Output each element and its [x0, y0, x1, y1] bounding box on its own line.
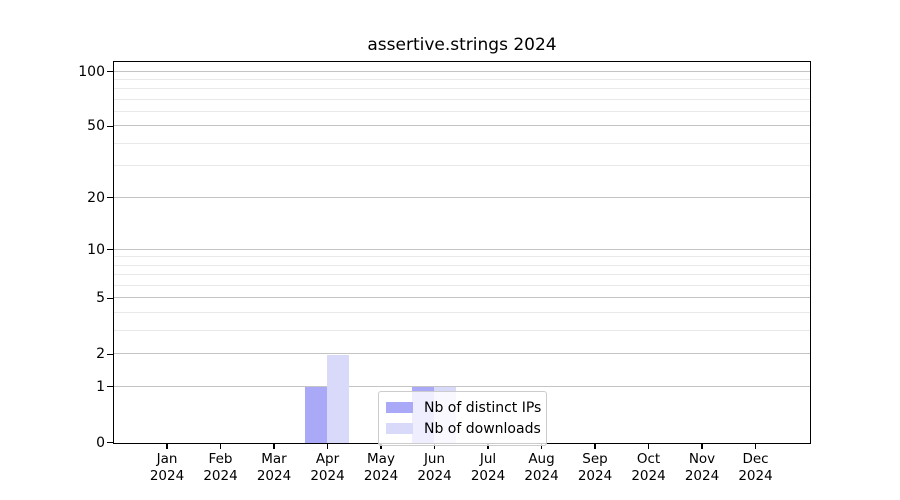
gridline-minor	[114, 98, 810, 100]
y-axis-tick	[107, 125, 113, 128]
x-tick-label: Apr 2024	[310, 451, 345, 484]
x-axis-tick	[326, 444, 329, 449]
legend-swatch	[386, 423, 413, 434]
gridline-major	[114, 196, 810, 198]
x-tick-label: Dec 2024	[738, 451, 773, 484]
x-tick-label: Feb 2024	[203, 451, 238, 484]
legend-label: Nb of downloads	[424, 420, 541, 437]
x-axis-tick	[594, 444, 596, 449]
y-tick-label: 100	[78, 63, 105, 80]
gridline-minor	[114, 165, 810, 167]
x-axis-tick	[540, 444, 543, 449]
gridline-major	[114, 70, 810, 72]
bar-distinct-ips-apr	[305, 387, 327, 443]
y-axis-tick	[107, 297, 113, 300]
gridline-major	[114, 297, 810, 299]
legend-swatch	[386, 402, 413, 413]
y-axis-tick	[107, 70, 113, 73]
gridline-major	[114, 353, 810, 355]
x-axis-tick	[647, 444, 650, 449]
y-tick-label: 1	[96, 378, 105, 395]
y-tick-label: 2	[96, 346, 105, 363]
x-tick-label: Sep 2024	[577, 451, 613, 484]
gridline-minor	[114, 312, 810, 314]
legend-label: Nb of distinct IPs	[424, 399, 542, 416]
x-axis-tick	[754, 444, 757, 449]
y-tick-label: 20	[87, 189, 105, 206]
legend: Nb of distinct IPs Nb of downloads	[378, 391, 547, 446]
x-axis-tick	[219, 444, 222, 449]
legend-entry: Nb of downloads	[386, 418, 541, 439]
gridline-minor	[114, 88, 810, 90]
gridline-minor	[114, 264, 810, 266]
y-tick-label: 50	[87, 118, 105, 135]
x-tick-label: Aug 2024	[524, 451, 559, 484]
bar-downloads-apr	[327, 354, 349, 443]
x-tick-label: May 2024	[363, 451, 399, 484]
x-tick-label: Jun 2024	[417, 451, 452, 484]
gridline-minor	[114, 274, 810, 276]
y-axis-tick	[107, 386, 113, 388]
gridline-minor	[114, 330, 810, 332]
x-axis-tick	[273, 444, 275, 449]
x-tick-label: Oct 2024	[631, 451, 666, 484]
y-tick-label: 10	[87, 241, 105, 258]
x-tick-label: Jul 2024	[470, 451, 506, 484]
y-tick-label: 0	[96, 434, 105, 451]
chart-title: assertive.strings 2024	[367, 35, 557, 55]
x-tick-label: Mar 2024	[256, 451, 292, 484]
plot-area	[113, 61, 811, 444]
x-axis-tick	[166, 444, 168, 449]
x-tick-label: Nov 2024	[684, 451, 720, 484]
y-axis-tick	[107, 441, 113, 444]
y-axis-tick	[107, 353, 113, 355]
gridline-minor	[114, 142, 810, 144]
gridline-minor	[114, 78, 810, 80]
y-axis-tick	[107, 197, 113, 199]
x-axis-tick	[701, 444, 703, 449]
gridline-minor	[114, 256, 810, 258]
x-axis-tick	[380, 444, 382, 449]
x-axis-tick	[433, 444, 436, 449]
gridline-major	[114, 125, 810, 127]
y-tick-label: 5	[96, 290, 105, 307]
gridline-minor	[114, 111, 810, 113]
x-tick-label: Jan 2024	[149, 451, 185, 484]
gridline-minor	[114, 285, 810, 287]
gridline-major	[114, 385, 810, 387]
plot-canvas	[114, 62, 810, 443]
x-axis-tick	[487, 444, 489, 449]
legend-entry: Nb of distinct IPs	[386, 397, 542, 418]
y-axis-tick	[107, 249, 113, 251]
gridline-major	[114, 248, 810, 250]
